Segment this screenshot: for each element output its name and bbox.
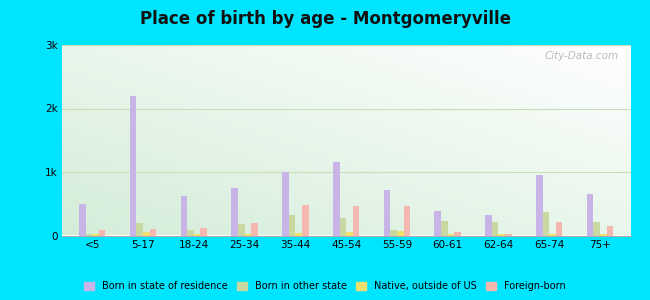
Bar xyxy=(536,175,543,236)
Bar xyxy=(92,234,99,236)
Bar xyxy=(587,194,593,236)
Bar xyxy=(397,231,404,236)
Bar xyxy=(181,196,187,236)
Bar xyxy=(244,234,251,236)
Bar xyxy=(543,212,549,236)
Bar xyxy=(302,205,309,236)
Bar xyxy=(86,234,92,236)
Bar xyxy=(99,230,105,236)
Bar xyxy=(333,163,339,236)
Text: Place of birth by age - Montgomeryville: Place of birth by age - Montgomeryville xyxy=(140,11,510,28)
Bar xyxy=(150,229,156,236)
Bar xyxy=(404,206,410,236)
Bar xyxy=(353,206,359,236)
Bar xyxy=(441,221,448,236)
Bar xyxy=(238,224,244,236)
Bar xyxy=(390,230,397,236)
Bar xyxy=(556,221,562,236)
Bar xyxy=(492,221,499,236)
Bar xyxy=(606,226,613,236)
Legend: Born in state of residence, Born in other state, Native, outside of US, Foreign-: Born in state of residence, Born in othe… xyxy=(81,278,569,295)
Bar xyxy=(505,234,512,236)
Bar xyxy=(251,223,258,236)
Bar xyxy=(187,230,194,236)
Bar xyxy=(143,232,150,236)
Bar xyxy=(346,232,353,236)
Bar xyxy=(600,234,606,236)
Bar xyxy=(448,234,454,236)
Bar xyxy=(434,212,441,236)
Bar xyxy=(282,172,289,236)
Bar xyxy=(194,234,200,236)
Bar xyxy=(593,221,600,236)
Bar xyxy=(454,232,461,236)
Bar xyxy=(136,223,143,236)
Text: City-Data.com: City-Data.com xyxy=(545,51,619,61)
Bar xyxy=(200,228,207,236)
Bar xyxy=(130,96,136,236)
Bar xyxy=(231,188,238,236)
Bar xyxy=(289,215,295,236)
Bar xyxy=(486,215,492,236)
Bar xyxy=(549,234,556,236)
Bar xyxy=(384,190,390,236)
Bar xyxy=(499,234,505,236)
Bar xyxy=(295,233,302,236)
Bar xyxy=(339,218,346,236)
Bar xyxy=(79,204,86,236)
